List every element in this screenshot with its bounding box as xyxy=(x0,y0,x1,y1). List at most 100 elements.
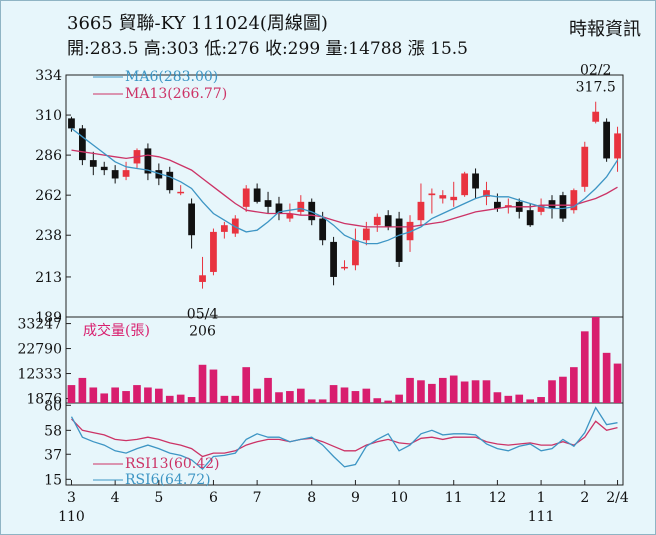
volume-bar xyxy=(264,377,272,403)
candle-body xyxy=(297,201,305,212)
candle-body xyxy=(341,266,348,269)
volume-bar xyxy=(286,391,294,403)
high-annotation-date: 02/2 xyxy=(580,63,611,79)
candle-body xyxy=(89,160,97,167)
candle-body xyxy=(155,170,163,179)
high-annotation-value: 317.5 xyxy=(576,80,616,96)
price-tick-label: 286 xyxy=(35,148,62,164)
volume-bar xyxy=(329,385,338,403)
price-tick-label: 213 xyxy=(35,270,62,286)
candle-body xyxy=(308,201,316,221)
volume-bar xyxy=(220,395,229,403)
candle-body xyxy=(406,221,414,241)
volume-bar xyxy=(351,391,360,403)
volume-tick-label: 22790 xyxy=(17,342,62,358)
volume-bar xyxy=(580,331,589,403)
x-tick-label: 8 xyxy=(307,490,316,506)
candle-body xyxy=(395,218,403,262)
ma6-line xyxy=(71,127,619,245)
candle-body xyxy=(494,201,501,209)
volume-bar xyxy=(406,377,414,403)
x-tick-label: 5 xyxy=(154,490,163,506)
candle-body xyxy=(384,215,392,227)
candle-body xyxy=(614,133,621,159)
legend-label: MA13(266.77) xyxy=(125,86,227,102)
candle-body xyxy=(111,170,119,179)
x-tick-label: 2 xyxy=(580,490,589,506)
candle-body xyxy=(472,173,479,189)
candle-body xyxy=(581,146,589,187)
volume-bar xyxy=(591,317,600,403)
ohlc-summary: 開:283.5 高:303 低:276 收:299 量:14788 漲 15.5 xyxy=(67,39,469,59)
volume-bar xyxy=(395,394,403,403)
volume-bar xyxy=(275,392,283,403)
candle-body xyxy=(286,213,294,219)
volume-bar xyxy=(613,363,622,403)
volume-bar xyxy=(133,385,141,403)
volume-bar xyxy=(307,399,316,403)
candle-body xyxy=(537,205,545,212)
candle-body xyxy=(199,275,206,282)
candle-body xyxy=(166,171,174,191)
volume-tick-label: 33247 xyxy=(17,317,62,333)
volume-bar xyxy=(438,377,447,403)
candle-body xyxy=(177,191,185,194)
candle-body xyxy=(461,173,469,196)
volume-bar xyxy=(384,400,393,403)
volume-bar xyxy=(122,391,130,403)
volume-bar xyxy=(548,380,556,403)
candle-body xyxy=(264,200,272,207)
rsi-tick-label: 58 xyxy=(44,423,62,439)
x-tick-label: 11 xyxy=(445,490,463,506)
x-tick-label: 1 xyxy=(537,490,546,506)
x-tick-label: 3 xyxy=(67,490,76,506)
legend-label: MA6(283.00) xyxy=(125,69,218,85)
candle-body xyxy=(253,188,261,202)
ma13-line xyxy=(71,149,618,228)
volume-bar xyxy=(111,387,119,403)
volume-bar xyxy=(417,380,425,403)
x-tick-label: 12 xyxy=(488,490,506,506)
volume-bar xyxy=(296,388,305,403)
rsi-tick-label: 37 xyxy=(44,447,62,463)
price-tick-label: 334 xyxy=(35,68,62,84)
low-annotation-value: 206 xyxy=(189,324,216,340)
volume-bar xyxy=(231,395,240,403)
rsi6-line xyxy=(70,406,618,471)
candle-body xyxy=(504,205,512,207)
volume-title: 成交量(張) xyxy=(83,322,150,339)
volume-bar xyxy=(198,364,207,403)
volume-bar xyxy=(482,380,491,403)
rsi-tick-label: 15 xyxy=(44,472,62,488)
candle-body xyxy=(592,111,600,122)
x-tick-label: 7 xyxy=(253,490,262,506)
x-tick-label: 10 xyxy=(390,490,408,506)
price-tick-label: 189 xyxy=(35,310,62,326)
year-label: 110 xyxy=(58,509,85,525)
volume-bar xyxy=(504,395,513,403)
volume-bar xyxy=(537,397,545,403)
candle-body xyxy=(220,225,228,232)
candle-body xyxy=(559,195,567,219)
x-tick-label: 9 xyxy=(351,490,360,506)
candle-body xyxy=(122,170,130,177)
x-tick-label: 6 xyxy=(209,490,218,506)
candle-body xyxy=(231,218,239,234)
volume-bar xyxy=(602,352,611,403)
candle-body xyxy=(439,195,447,199)
volume-bar xyxy=(176,394,185,403)
candle-body xyxy=(570,190,578,211)
candle-body xyxy=(330,241,337,277)
candle-body xyxy=(362,228,370,241)
candle-body xyxy=(526,210,534,226)
candle-body xyxy=(78,128,86,161)
volume-bar xyxy=(318,399,327,403)
volume-bar xyxy=(78,377,87,403)
candle-body xyxy=(428,193,436,196)
chart-title: 3665 貿聯-KY 111024(周線圖) xyxy=(67,13,328,34)
x-tick-label: 2/4 xyxy=(606,490,629,506)
volume-bar xyxy=(100,393,109,403)
volume-bar xyxy=(165,395,174,403)
volume-tick-label: 12333 xyxy=(17,367,62,383)
